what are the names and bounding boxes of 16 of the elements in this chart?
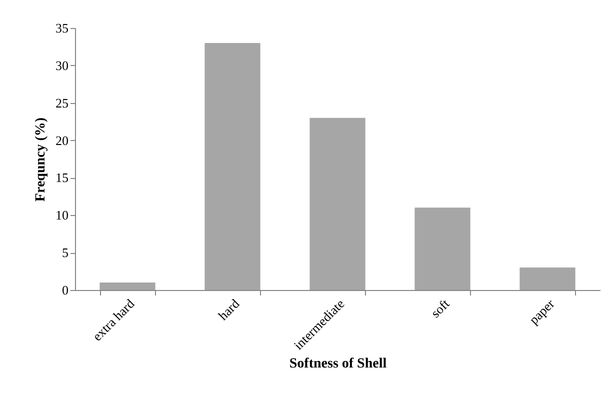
x-tick-label: soft [428,296,452,320]
bar [520,268,576,290]
x-axis-title: Softness of Shell [289,356,387,372]
y-tick-label: 30 [56,58,68,73]
bar [310,118,366,290]
y-tick-label: 25 [56,95,68,110]
y-tick-label: 5 [62,245,68,260]
y-tick-label: 35 [56,20,68,36]
bar [414,208,470,290]
y-tick-label: 10 [56,208,68,223]
y-tick-label: 15 [56,170,68,186]
bar [100,282,156,290]
y-axis-title: Frequncy (%) [34,117,48,202]
bar [204,42,260,290]
y-tick-label: 20 [56,132,68,148]
y-tick-label: 0 [62,282,68,298]
